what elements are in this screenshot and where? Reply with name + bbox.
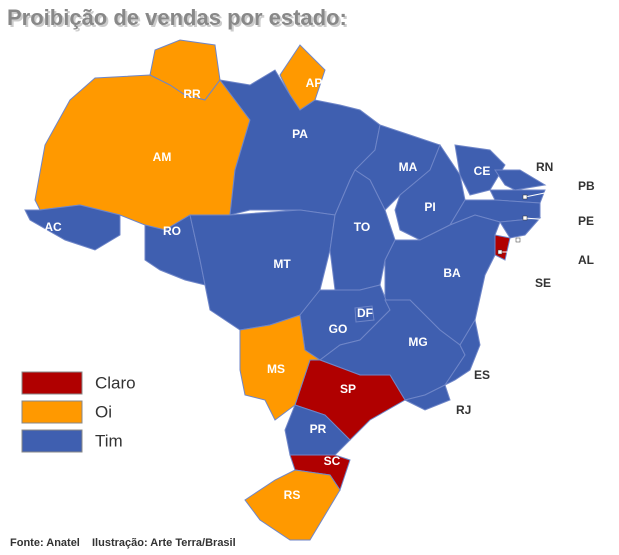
state-label: RR [183,87,201,101]
state-label: RO [163,224,181,238]
state-shape [239,314,322,421]
state-shape [244,469,341,541]
state-label: GO [329,322,348,336]
legend-label: Claro [95,373,136,392]
title-shadow: Proibição de vendas por estado: [9,7,349,32]
state-label: RJ [456,403,471,417]
state-label: MT [273,257,291,271]
legend: Claro Oi Tim [21,371,136,453]
state-shape [24,204,121,251]
state-shape [494,234,511,261]
state-label: CE [474,164,491,178]
state-label: SC [324,454,341,468]
states [24,39,547,541]
leader-line [500,251,536,274]
leader-dot [497,249,503,255]
state-shape [489,189,546,204]
state-label: AL [578,253,594,267]
state-label: BA [443,266,461,280]
state-shape [354,124,441,211]
state-label: MS [267,362,285,376]
state-label: PB [578,179,595,193]
state-label: SE [535,276,551,290]
leader-line [518,239,574,262]
credit: Ilustração: Arte Terra/Brasil [92,537,236,549]
labels: RR AP AM AC RO PA MT MA PI CE RN PB PE AL SE BA TO GO DF MG… [44,76,595,502]
state-label: MG [408,335,427,349]
state-shape [354,305,375,323]
state-label: SP [340,382,356,396]
leader-line [524,217,575,223]
state-label: TO [354,220,370,234]
leader-dot [522,215,528,221]
leader-dot [515,237,521,243]
state-label: MA [399,160,418,174]
state-label: ES [474,368,490,382]
state-label: RN [536,160,553,174]
legend-label: Tim [95,431,123,450]
state-label: PI [424,200,435,214]
legend-swatch [21,371,83,395]
leader-line [524,186,575,198]
title: Proibição de vendas por estado: [7,5,347,30]
state-shape [494,169,547,191]
source: Fonte: Anatel [10,537,80,549]
leader-dot [522,194,528,200]
state-shape [443,318,481,387]
state-shape [499,217,542,239]
state-shape [394,143,466,241]
state-label: PA [292,127,308,141]
legend-swatch [21,429,83,453]
state-shape [403,384,451,411]
state-label: AM [153,150,172,164]
legend-label: Oi [95,402,112,421]
state-label: PE [578,214,594,228]
state-label: AC [44,220,62,234]
state-label: DF [357,306,373,320]
state-label: AP [306,76,323,90]
legend-swatch [21,400,83,424]
state-label: PR [310,422,327,436]
state-label: RS [284,488,301,502]
